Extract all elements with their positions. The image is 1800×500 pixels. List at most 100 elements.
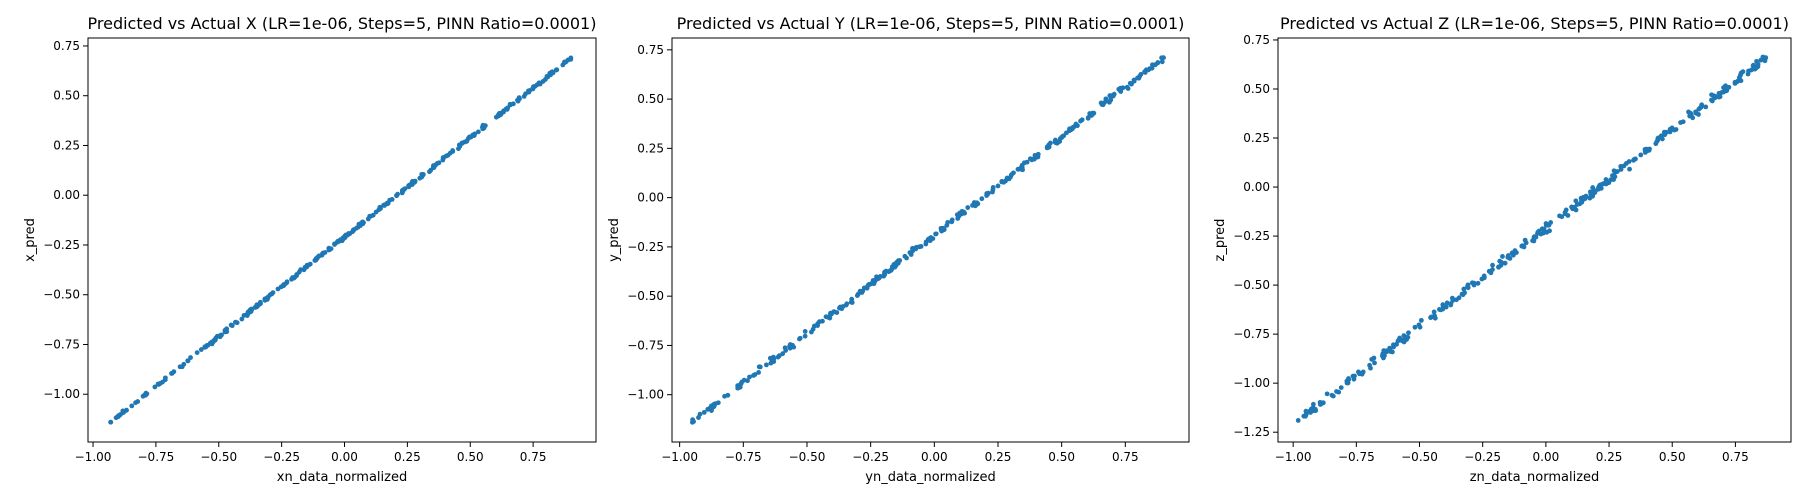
data-point (999, 179, 1005, 184)
data-point (1009, 172, 1015, 177)
data-point (1406, 330, 1411, 336)
data-point (1627, 166, 1632, 172)
x-tick-label: −0.50 (200, 450, 237, 464)
data-point (995, 183, 1001, 189)
data-point (239, 316, 245, 322)
y-tick-label: −1.00 (1233, 376, 1270, 390)
data-point (1057, 139, 1063, 144)
data-point (979, 196, 985, 202)
data-point (820, 318, 825, 324)
data-point (1135, 75, 1140, 81)
data-point (194, 350, 200, 355)
data-point (848, 299, 854, 305)
data-point (1512, 248, 1518, 254)
data-point (1372, 360, 1377, 366)
data-point (531, 84, 536, 90)
data-point (875, 276, 881, 281)
x-tick-label: −0.50 (1401, 450, 1438, 464)
data-point (270, 290, 276, 295)
data-point (1391, 342, 1396, 348)
data-point (1755, 61, 1761, 67)
data-point (1569, 204, 1574, 210)
data-point (1048, 140, 1053, 146)
data-point (420, 172, 426, 177)
data-point (701, 409, 707, 415)
plot-frame (1277, 37, 1792, 443)
data-point (1579, 198, 1584, 204)
data-point (918, 244, 924, 249)
chart-panel-2: −1.00 −0.75 −0.50 −0.25 0.00 0.25 0.50 0.75 −1.2… (1213, 14, 1792, 485)
data-point (904, 255, 909, 261)
data-point (1693, 109, 1698, 115)
data-point (1535, 229, 1541, 235)
chart-title: Predicted vs Actual Z (LR=1e-06, Steps=5… (1280, 14, 1789, 33)
data-point (1432, 315, 1438, 321)
data-point (1475, 280, 1481, 286)
data-point (735, 385, 741, 391)
data-point (1758, 57, 1764, 63)
data-point (1059, 134, 1065, 140)
data-point (1107, 93, 1113, 99)
data-point (389, 197, 395, 202)
data-point (970, 202, 975, 208)
data-point (294, 273, 300, 278)
y-tick-label: 0.75 (637, 43, 664, 57)
data-point (1384, 348, 1390, 354)
data-point (1417, 324, 1423, 330)
data-point (887, 268, 893, 273)
data-point (445, 152, 451, 158)
data-point (757, 364, 763, 370)
data-point (739, 379, 745, 385)
data-point (1310, 401, 1316, 407)
data-point (1106, 99, 1112, 105)
data-point (322, 250, 328, 255)
data-point (1338, 385, 1344, 390)
data-point (945, 220, 951, 225)
data-point (155, 381, 161, 387)
data-point (831, 309, 837, 315)
data-point (787, 343, 793, 349)
data-point (1444, 300, 1450, 306)
data-point (871, 281, 877, 287)
data-point (133, 400, 138, 406)
data-point (764, 362, 769, 368)
data-point (923, 241, 929, 247)
y-tick-label: 0.25 (1243, 131, 1270, 145)
data-point (1052, 139, 1058, 145)
x-tick-label: −0.25 (1464, 450, 1501, 464)
data-point (1642, 147, 1648, 152)
x-axis-label: zn_data_normalized (1470, 470, 1600, 485)
data-point (1308, 407, 1314, 413)
data-point (1600, 181, 1606, 187)
data-point (1440, 302, 1446, 308)
x-tick-label: 0.50 (1048, 450, 1075, 464)
data-point (882, 269, 887, 275)
data-point (1686, 109, 1691, 115)
data-point (395, 191, 400, 197)
data-point (1330, 393, 1336, 399)
data-point (1367, 362, 1372, 368)
data-point (550, 70, 556, 76)
data-point (108, 419, 114, 425)
data-point (275, 286, 281, 292)
data-point (1671, 127, 1677, 133)
data-point (120, 408, 126, 414)
x-axis-label: xn_data_normalized (277, 470, 407, 485)
x-tick-label: −0.50 (789, 450, 826, 464)
data-point (1317, 402, 1323, 407)
data-point (440, 157, 446, 163)
y-tick-label: 0.50 (1243, 82, 1270, 96)
data-point (747, 374, 752, 380)
data-point (1085, 115, 1091, 121)
data-point (1687, 113, 1693, 119)
y-tick-label: 0.00 (1243, 180, 1270, 194)
x-tick-label: 0.25 (1596, 450, 1623, 464)
y-tick-label: −0.50 (43, 288, 80, 302)
data-point (1589, 190, 1595, 196)
data-point (1351, 376, 1357, 382)
data-point (745, 378, 750, 384)
y-tick-label: −0.50 (627, 289, 664, 303)
data-point (1159, 59, 1165, 65)
data-point (1131, 78, 1137, 84)
data-point (892, 264, 898, 270)
